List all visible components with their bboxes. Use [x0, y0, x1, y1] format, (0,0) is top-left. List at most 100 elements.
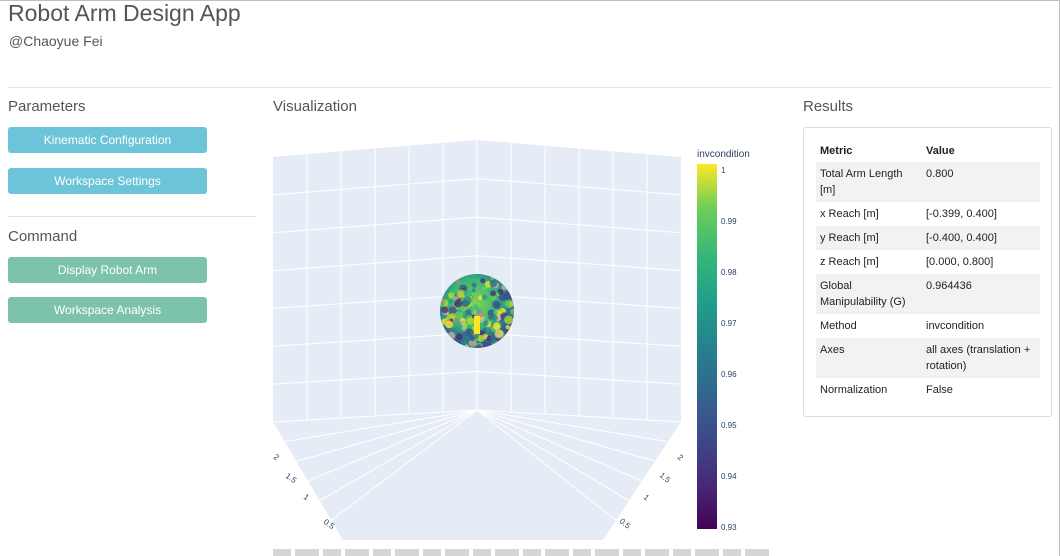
kinematic-configuration-button[interactable]: Kinematic Configuration — [8, 127, 207, 153]
workspace-point — [504, 315, 514, 325]
metric-cell: z Reach [m] — [820, 256, 879, 268]
grid-line — [331, 409, 478, 521]
workspace-point — [488, 315, 493, 320]
workspace-point — [482, 286, 487, 291]
workspace-point — [448, 306, 457, 315]
workspace-point — [454, 311, 463, 320]
grid-line — [284, 409, 478, 443]
colorbar — [697, 164, 717, 529]
grid-line — [476, 409, 682, 423]
colorbar-tick-label: 1 — [721, 166, 726, 175]
workspace-point — [466, 317, 475, 325]
visualization-heading: Visualization — [273, 98, 357, 115]
app-title: Robot Arm Design App — [8, 0, 241, 26]
results-card: Metric Value Total Arm Length [m] 0.800 x … — [803, 127, 1052, 417]
results-table: Metric Value Total Arm Length [m] 0.800 x … — [816, 140, 1040, 402]
workspace-point — [461, 338, 468, 346]
workspace-point — [492, 322, 501, 330]
workspace-point — [476, 344, 482, 348]
display-robot-arm-button[interactable]: Display Robot Arm — [8, 257, 207, 283]
workspace-point — [441, 306, 449, 314]
workspace-3d-plot[interactable]: invcondition 1 0.99 0.98 0.97 0.96 0.95 0.94 0.… — [273, 120, 783, 540]
right-axis-tick: 2 — [676, 453, 686, 463]
colorbar-tick-label: 0.97 — [721, 319, 737, 328]
workspace-analysis-button[interactable]: Workspace Analysis — [8, 297, 207, 323]
grid-line — [273, 255, 478, 272]
colorbar-tick-label: 0.96 — [721, 370, 737, 379]
metric-cell: Method — [820, 320, 857, 332]
metric-cell: x Reach [m] — [820, 208, 879, 220]
workspace-point — [483, 320, 489, 326]
metric-cell: Normalization — [820, 384, 888, 396]
results-row: z Reach [m] [0.000, 0.800] — [816, 250, 1040, 274]
results-row: y Reach [m] [-0.400, 0.400] — [816, 226, 1040, 250]
workspace-point — [462, 332, 467, 337]
metric-cell: Total Arm Length [m] — [816, 162, 922, 202]
workspace-point — [468, 338, 478, 348]
colorbar-tick-label: 0.99 — [721, 217, 737, 226]
grid-line — [273, 332, 478, 347]
value-cell: False — [926, 384, 953, 396]
results-row: Global Manipulability (G) 0.964436 — [816, 274, 1040, 314]
workspace-point — [471, 282, 477, 288]
header-divider — [8, 87, 1052, 88]
plot-floor — [273, 410, 681, 540]
value-cell: 0.800 — [922, 162, 1040, 202]
grid-line — [319, 409, 478, 502]
value-cell: invcondition — [926, 320, 985, 332]
colorbar-tick-label: 0.94 — [721, 472, 737, 481]
colorbar-ticks: 1 0.99 0.98 0.97 0.96 0.95 0.94 0.93 — [721, 166, 737, 532]
colorbar-tick-label: 0.98 — [721, 268, 737, 277]
workspace-point — [475, 307, 482, 314]
workspace-point — [462, 322, 468, 328]
left-axis-tick: 1.5 — [284, 471, 299, 485]
results-row: Axes all axes (translation + rotation) — [816, 338, 1040, 378]
workspace-point — [497, 288, 504, 295]
metric-cell: y Reach [m] — [816, 226, 922, 250]
workspace-point — [470, 336, 475, 342]
workspace-point — [490, 290, 496, 297]
workspace-point — [454, 299, 463, 308]
workspace-point — [489, 336, 497, 344]
metric-cell: Axes — [816, 338, 922, 378]
results-row: Method invcondition — [816, 314, 1040, 338]
workspace-point — [477, 335, 485, 343]
workspace-settings-button[interactable]: Workspace Settings — [8, 168, 207, 194]
colorbar-tick-label: 0.95 — [721, 421, 737, 430]
value-column-header: Value — [926, 145, 955, 157]
colorbar-title: invcondition — [697, 149, 750, 160]
grid-line — [476, 409, 669, 443]
left-panel-divider — [8, 216, 256, 217]
workspace-point — [463, 289, 472, 298]
grid-line — [273, 409, 478, 423]
workspace-point — [480, 278, 486, 284]
cut-off-caption — [273, 549, 773, 556]
workspace-point — [482, 327, 488, 332]
grid-line — [476, 370, 682, 385]
metric-column-header: Metric — [820, 145, 853, 157]
workspace-point — [465, 328, 474, 338]
grid-line — [476, 409, 630, 502]
workspace-point — [471, 288, 476, 293]
value-cell: [-0.399, 0.400] — [926, 208, 997, 220]
workspace-point — [455, 279, 462, 285]
parameters-heading: Parameters — [8, 98, 86, 115]
grid-line — [273, 178, 478, 196]
right-axis-tick: 1 — [642, 493, 652, 503]
workspace-point — [448, 292, 455, 299]
workspace-point — [468, 279, 474, 285]
window-top-border — [0, 0, 1060, 1]
grid-line — [476, 409, 656, 462]
workspace-point — [492, 300, 501, 309]
grid-line — [273, 216, 478, 234]
metric-cell: Global Manipulability (G) — [816, 274, 922, 314]
workspace-point-cloud — [440, 274, 514, 348]
grid-line — [476, 409, 617, 521]
workspace-point — [492, 310, 498, 315]
grid-line — [296, 409, 478, 462]
grid-line — [476, 216, 682, 234]
grid-line — [273, 370, 478, 385]
workspace-point — [473, 304, 479, 310]
workspace-point — [448, 299, 454, 304]
value-cell: [0.000, 0.800] — [926, 256, 994, 268]
